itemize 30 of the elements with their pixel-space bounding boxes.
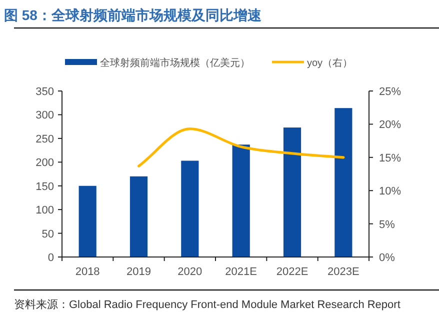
x-tick-label: 2021E <box>225 266 257 278</box>
chart-title: 图 58：全球射频前端市场规模及同比增速 <box>4 7 262 23</box>
y2-tick-label: 5% <box>379 218 396 231</box>
x-tick-label: 2018 <box>75 266 100 278</box>
y2-tick-label: 15% <box>379 152 402 164</box>
y2-tick-label: 20% <box>379 119 402 132</box>
bar <box>283 128 302 257</box>
y2-tick-label: 0% <box>379 252 396 264</box>
y-tick-label: 150 <box>36 180 54 193</box>
bar <box>334 108 352 257</box>
x-tick-label: 2019 <box>126 266 151 278</box>
x-tick-label: 2020 <box>178 266 202 278</box>
y2-tick-label: 10% <box>379 186 402 198</box>
legend-label: yoy（右） <box>307 58 353 69</box>
bar <box>232 144 250 257</box>
legend-label: 全球射频前端市场规模（亿美元） <box>100 57 250 69</box>
bar <box>181 160 199 257</box>
bar <box>130 176 148 257</box>
y-tick-label: 50 <box>42 228 54 240</box>
y2-tick-label: 25% <box>379 86 402 98</box>
x-tick-label: 2022E <box>276 266 308 278</box>
y-tick-label: 300 <box>36 110 54 122</box>
y-tick-label: 200 <box>36 157 54 170</box>
text: 资料来源：Global Radio Frequency Front-end Module Market Research Report <box>14 298 400 311</box>
y-tick-label: 100 <box>36 204 54 217</box>
bar <box>78 186 96 257</box>
x-tick-label: 2023E <box>328 266 360 278</box>
y-tick-label: 250 <box>36 133 54 146</box>
y-tick-label: 0 <box>48 252 54 264</box>
y-tick-label: 350 <box>36 86 54 98</box>
